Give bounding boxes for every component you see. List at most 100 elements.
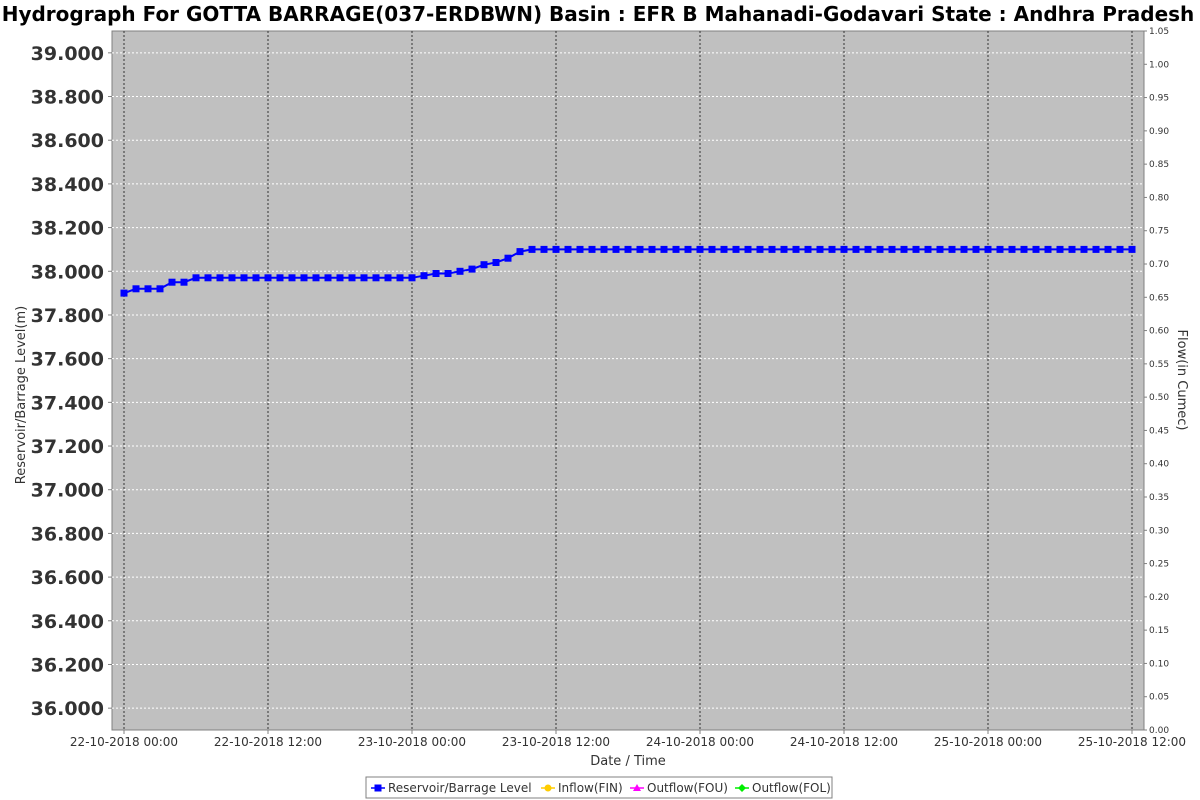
data-point-marker bbox=[420, 272, 428, 280]
data-point-marker bbox=[1008, 245, 1016, 253]
x-tick-label: 22-10-2018 00:00 bbox=[70, 735, 178, 749]
data-point-marker bbox=[900, 245, 908, 253]
y-tick-label: 37.400 bbox=[31, 392, 104, 414]
legend-label: Outflow(FOL) bbox=[752, 781, 831, 795]
data-point-marker bbox=[312, 274, 320, 282]
data-point-marker bbox=[648, 245, 656, 253]
data-point-marker bbox=[336, 274, 344, 282]
y-axis-label: Reservoir/Barrage Level(m) bbox=[14, 306, 29, 484]
data-point-marker bbox=[252, 274, 260, 282]
data-point-marker bbox=[204, 274, 212, 282]
y2-tick-label: 1.05 bbox=[1149, 27, 1169, 37]
y-tick-label: 37.600 bbox=[31, 349, 104, 371]
y2-tick-label: 0.70 bbox=[1149, 260, 1169, 270]
y2-tick-label: 0.10 bbox=[1149, 659, 1169, 669]
x-tick-label: 22-10-2018 12:00 bbox=[214, 735, 322, 749]
y2-tick-label: 0.80 bbox=[1149, 193, 1169, 203]
data-point-marker bbox=[168, 278, 176, 286]
data-point-marker bbox=[300, 274, 308, 282]
data-point-marker bbox=[216, 274, 224, 282]
y2-tick-label: 0.75 bbox=[1149, 227, 1169, 237]
data-point-marker bbox=[588, 245, 596, 253]
y2-tick-label: 0.50 bbox=[1149, 393, 1169, 403]
data-point-marker bbox=[564, 245, 572, 253]
data-point-marker bbox=[828, 245, 836, 253]
legend-label: Outflow(FOU) bbox=[647, 781, 728, 795]
data-point-marker bbox=[624, 245, 632, 253]
y2-axis-ticks: 0.00 0.05 0.10 0.15 0.20 0.25 0.30 0.35 0.40 0.45… bbox=[1144, 27, 1169, 736]
data-point-marker bbox=[444, 270, 452, 277]
data-point-marker bbox=[768, 245, 776, 253]
data-point-marker bbox=[180, 278, 188, 286]
data-point-marker bbox=[840, 245, 848, 253]
data-point-marker bbox=[804, 245, 812, 253]
data-point-marker bbox=[156, 285, 164, 293]
data-point-marker bbox=[756, 245, 764, 253]
y2-tick-label: 0.35 bbox=[1149, 493, 1169, 503]
x-tick-label: 25-10-2018 12:00 bbox=[1078, 735, 1186, 749]
data-point-marker bbox=[132, 285, 140, 293]
data-point-marker bbox=[432, 270, 440, 277]
y2-tick-label: 0.90 bbox=[1149, 127, 1169, 137]
data-point-marker bbox=[852, 245, 860, 253]
y2-tick-label: 0.60 bbox=[1149, 327, 1169, 337]
data-point-marker bbox=[660, 245, 668, 253]
data-point-marker bbox=[636, 245, 644, 253]
legend-label: Inflow(FIN) bbox=[558, 781, 623, 795]
data-point-marker bbox=[972, 245, 980, 253]
y-tick-label: 36.200 bbox=[31, 654, 104, 676]
y-tick-label: 37.000 bbox=[31, 480, 104, 502]
data-point-marker bbox=[984, 245, 992, 253]
y-tick-label: 36.000 bbox=[31, 698, 104, 720]
data-point-marker bbox=[192, 274, 200, 282]
data-point-marker bbox=[744, 245, 752, 253]
data-point-marker bbox=[384, 274, 392, 282]
y-tick-label: 39.000 bbox=[31, 43, 104, 65]
data-point-marker bbox=[576, 245, 584, 253]
data-point-marker bbox=[600, 245, 608, 253]
data-point-marker bbox=[456, 267, 464, 275]
y2-tick-label: 0.25 bbox=[1149, 560, 1169, 570]
data-point-marker bbox=[948, 245, 956, 253]
series-layer bbox=[120, 245, 1136, 297]
data-point-marker bbox=[1020, 245, 1028, 253]
legend-label: Reservoir/Barrage Level bbox=[388, 781, 532, 795]
y2-tick-label: 0.45 bbox=[1149, 426, 1169, 436]
y-tick-label: 36.400 bbox=[31, 611, 104, 633]
data-point-marker bbox=[720, 245, 728, 253]
y-tick-label: 37.800 bbox=[31, 305, 104, 327]
legend-circle-marker bbox=[544, 784, 552, 792]
data-point-marker bbox=[996, 245, 1004, 253]
data-point-marker bbox=[528, 245, 536, 253]
legend-diamond-marker bbox=[738, 784, 746, 792]
data-point-marker bbox=[816, 245, 824, 253]
y-tick-label: 38.000 bbox=[31, 261, 104, 283]
data-point-marker bbox=[708, 245, 716, 253]
data-point-marker bbox=[960, 245, 968, 253]
data-point-marker bbox=[1128, 245, 1136, 253]
data-point-marker bbox=[612, 245, 620, 253]
data-point-marker bbox=[360, 274, 368, 282]
x-axis-ticks: 22-10-2018 00:00 22-10-2018 12:00 23-10-20… bbox=[70, 730, 1186, 749]
x-tick-label: 23-10-2018 12:00 bbox=[502, 735, 610, 749]
y2-tick-label: 0.30 bbox=[1149, 526, 1169, 536]
data-point-marker bbox=[876, 245, 884, 253]
data-point-marker bbox=[672, 245, 680, 253]
data-point-marker bbox=[1032, 245, 1040, 253]
data-point-marker bbox=[936, 245, 944, 253]
data-point-marker bbox=[552, 245, 560, 253]
data-point-marker bbox=[732, 245, 740, 253]
data-point-marker bbox=[684, 245, 692, 253]
data-point-marker bbox=[792, 245, 800, 253]
data-point-marker bbox=[1104, 245, 1112, 253]
y-tick-label: 36.800 bbox=[31, 523, 104, 545]
y2-tick-label: 0.00 bbox=[1149, 726, 1169, 736]
y2-tick-label: 0.95 bbox=[1149, 94, 1169, 104]
data-point-marker bbox=[888, 245, 896, 253]
y2-tick-label: 0.20 bbox=[1149, 593, 1169, 603]
data-point-marker bbox=[276, 274, 284, 282]
x-tick-label: 25-10-2018 00:00 bbox=[934, 735, 1042, 749]
y-axis-ticks: 36.000 36.200 36.400 36.600 36.800 37.000 37.2… bbox=[31, 43, 112, 720]
x-axis-label: Date / Time bbox=[590, 754, 666, 769]
data-point-marker bbox=[228, 274, 236, 282]
